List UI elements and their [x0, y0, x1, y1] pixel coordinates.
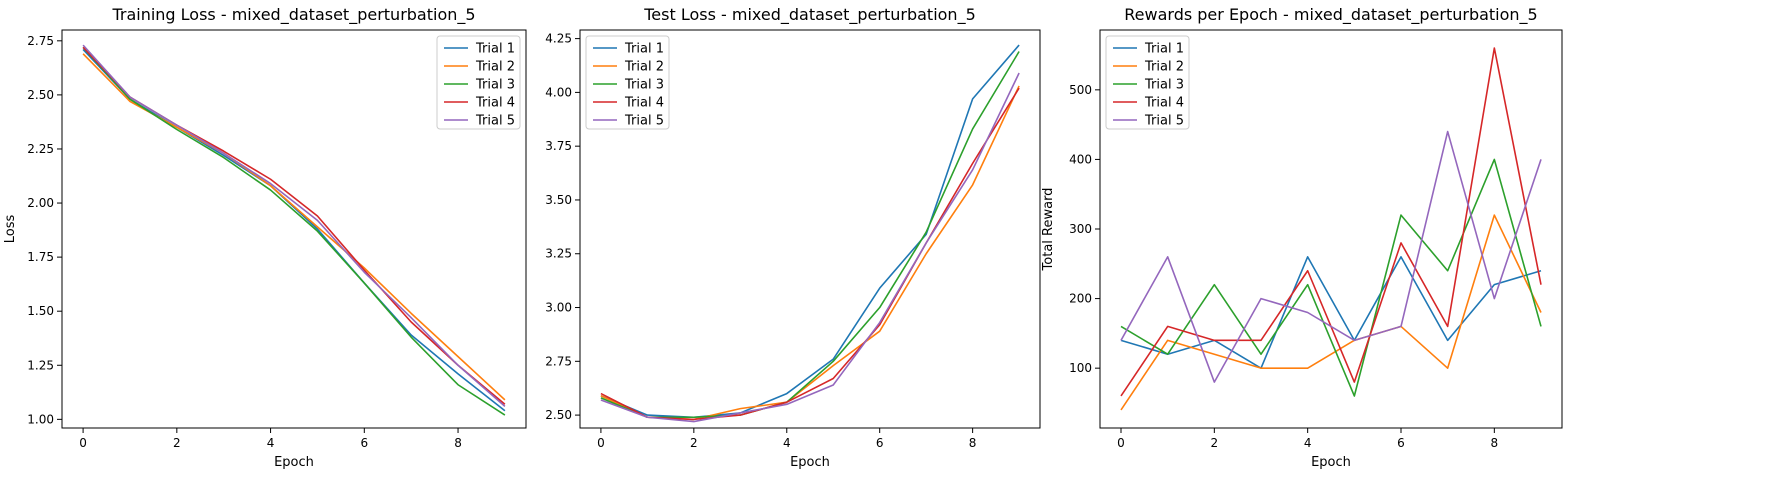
y-tick-label: 3.00 [545, 301, 572, 315]
legend-label-trial-2: Trial 2 [1144, 60, 1184, 75]
legend-label-trial-5: Trial 5 [624, 114, 664, 129]
y-tick-label: 2.75 [545, 354, 572, 368]
legend-box [436, 35, 521, 130]
x-tick-label: 6 [876, 436, 884, 450]
legend-label-trial-1: Trial 1 [475, 42, 515, 57]
x-tick-label: 2 [690, 436, 698, 450]
y-tick-label: 2.00 [27, 196, 54, 210]
y-tick-label: 1.50 [27, 304, 54, 318]
series-line-trial-5 [1120, 130, 1542, 383]
x-tick-label: 0 [79, 436, 87, 450]
legend-label-trial-2: Trial 2 [624, 60, 664, 75]
y-tick-label: 3.50 [545, 193, 572, 207]
y-tick-label: 500 [1069, 83, 1092, 97]
y-tick-label: 1.00 [27, 412, 54, 426]
legend-label-trial-4: Trial 4 [1144, 96, 1184, 111]
x-tick-label: 8 [1491, 436, 1499, 450]
chart-panel-3: Rewards per Epoch - mixed_dataset_pertur… [1041, 5, 1563, 470]
series-line-trial-5 [600, 72, 1020, 423]
chart-panel-2: Test Loss - mixed_dataset_perturbation_5… [545, 5, 1041, 470]
y-tick-label: 4.25 [545, 32, 572, 46]
legend-label-trial-5: Trial 5 [475, 114, 515, 129]
y-tick-label: 3.25 [545, 247, 572, 261]
x-axis-label: Epoch [1311, 455, 1351, 470]
series-line-trial-3 [82, 46, 506, 416]
series-line-trial-4 [600, 87, 1020, 421]
y-tick-label: 300 [1069, 222, 1092, 236]
series-line-trial-5 [82, 44, 506, 407]
y-tick-label: 2.50 [545, 408, 572, 422]
y-tick-label: 4.00 [545, 85, 572, 99]
x-tick-label: 0 [597, 436, 605, 450]
plot-frame [579, 29, 1041, 429]
legend-box [1105, 35, 1190, 130]
y-tick-label: 200 [1069, 292, 1092, 306]
legend-box [585, 35, 670, 130]
legend-label-trial-4: Trial 4 [475, 96, 515, 111]
legend-label-trial-1: Trial 1 [624, 42, 664, 57]
series-line-trial-2 [1120, 214, 1542, 411]
series-line-trial-1 [82, 48, 506, 412]
y-tick-label: 400 [1069, 152, 1092, 166]
y-axis-label: Loss [3, 215, 18, 244]
y-tick-label: 100 [1069, 361, 1092, 375]
x-tick-label: 6 [1397, 436, 1405, 450]
legend: Trial 1 Trial 2 Trial 3 Trial 4 Trial 5 [436, 35, 521, 130]
legend-label-trial-1: Trial 1 [1144, 42, 1184, 57]
legend: Trial 1 Trial 2 Trial 3 Trial 4 Trial 5 [585, 35, 670, 130]
x-tick-label: 8 [969, 436, 977, 450]
y-tick-label: 2.50 [27, 88, 54, 102]
x-tick-label: 0 [1117, 436, 1125, 450]
legend-label-trial-3: Trial 3 [475, 78, 515, 93]
plot-frame [61, 29, 527, 429]
y-tick-label: 3.75 [545, 139, 572, 153]
x-tick-label: 2 [173, 436, 181, 450]
series-line-trial-1 [600, 44, 1020, 419]
y-tick-label: 1.75 [27, 250, 54, 264]
legend-label-trial-3: Trial 3 [624, 78, 664, 93]
chart-title: Training Loss - mixed_dataset_perturbati… [111, 5, 475, 25]
x-tick-label: 4 [267, 436, 275, 450]
chart-panel-1: Training Loss - mixed_dataset_perturbati… [3, 5, 527, 470]
legend-label-trial-3: Trial 3 [1144, 78, 1184, 93]
x-axis-label: Epoch [274, 455, 314, 470]
y-tick-label: 2.75 [27, 34, 54, 48]
y-tick-label: 1.25 [27, 358, 54, 372]
legend-label-trial-5: Trial 5 [1144, 114, 1184, 129]
x-tick-label: 8 [454, 436, 462, 450]
legend: Trial 1 Trial 2 Trial 3 Trial 4 Trial 5 [1105, 35, 1190, 130]
y-tick-label: 2.25 [27, 142, 54, 156]
legend-label-trial-4: Trial 4 [624, 96, 664, 111]
y-axis-label: Total Reward [1041, 188, 1056, 272]
x-tick-label: 4 [783, 436, 791, 450]
x-axis-label: Epoch [790, 455, 830, 470]
chart-title: Test Loss - mixed_dataset_perturbation_5 [643, 5, 976, 25]
series-line-trial-3 [600, 51, 1020, 419]
legend-label-trial-2: Trial 2 [475, 60, 515, 75]
x-tick-label: 2 [1211, 436, 1219, 450]
plot-frame [1099, 29, 1563, 429]
x-tick-label: 4 [1304, 436, 1312, 450]
x-tick-label: 6 [360, 436, 368, 450]
chart-title: Rewards per Epoch - mixed_dataset_pertur… [1124, 5, 1537, 25]
